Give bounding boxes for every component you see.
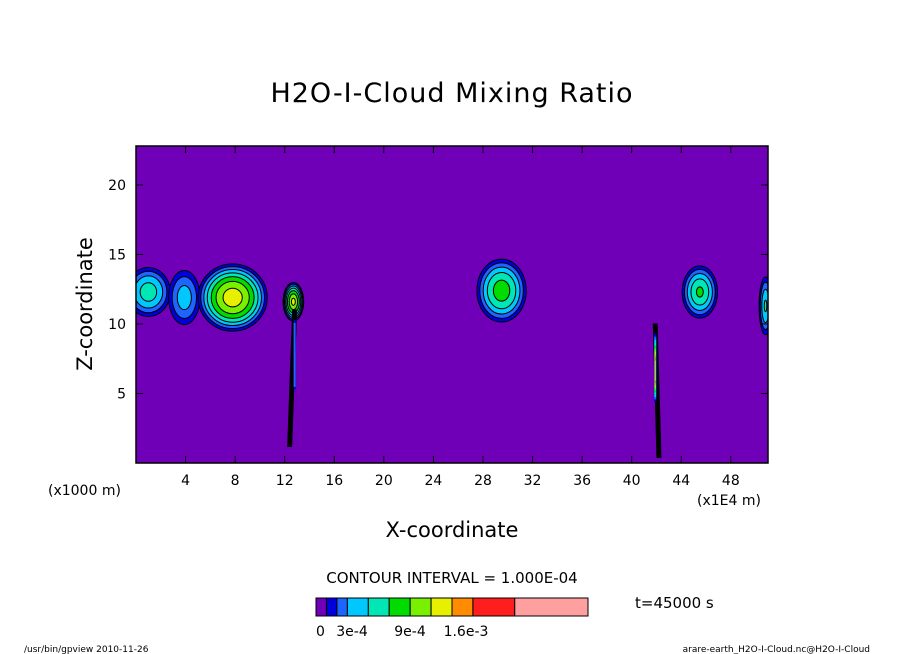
colorbar-swatch-6 [388,597,411,617]
time-label: t=45000 s [635,594,714,612]
contour-level-5 [492,279,511,302]
colorbar-label: 0 [316,624,325,640]
colorbar-swatch-10 [472,597,516,617]
contour-fields [136,258,768,458]
x-tick-label: 48 [722,473,740,489]
colorbar-swatch-8 [430,597,453,617]
ice-column-1 [287,309,298,447]
contour-level-5 [695,286,704,298]
cloud-cell-1 [136,266,171,318]
x-tick-label: 44 [672,473,690,489]
contour-interval-label: CONTOUR INTERVAL = 1.000E-04 [326,569,577,587]
colorbar-swatch-3 [336,597,348,617]
contour-level-3 [176,284,192,311]
colorbar-swatch-1 [315,597,327,617]
cloud-cell-7 [758,276,768,336]
y-tick-label: 10 [108,317,126,333]
colorbar-swatch-11 [514,597,589,617]
y-axis-title: Z-coordinate [73,237,97,371]
y-tick-label: 20 [108,178,126,194]
contour-level-7 [290,297,296,306]
colorbar-swatch-9 [451,597,474,617]
x-tick-label: 28 [474,473,492,489]
colorbar-label: 3e-4 [336,624,368,640]
x-tick-label: 16 [325,473,343,489]
ice-column-2 [652,323,662,458]
colorbar-swatch-2 [325,597,338,617]
colorbar-labels: 0 3e-4 9e-4 1.6e-3 [316,624,488,640]
x-tick-label: 8 [231,473,240,489]
contour-level-4 [139,282,158,302]
colorbar [315,597,589,617]
x-axis-title: X-coordinate [386,518,519,542]
contour-level-4 [763,299,768,313]
contour-level-7 [222,287,243,308]
colorbar-label: 9e-4 [394,624,426,640]
x-tick-label: 24 [424,473,442,489]
x-tick-label: 32 [524,473,542,489]
x-tick-label: 20 [375,473,393,489]
y-tick-label: 5 [117,386,126,402]
plot-frame [135,145,769,464]
x-unit-label: (x1000 m) [48,483,121,499]
colorbar-swatch-4 [346,597,369,617]
column-level-2 [293,322,296,387]
chart-title: H2O-I-Cloud Mixing Ratio [270,78,633,109]
x-scale-label: (x1E4 m) [697,493,761,509]
footer-right: arare-earth_H2O-I-Cloud.nc@H2O-I-Cloud [683,645,870,654]
x-tick-label: 4 [181,473,190,489]
column-level-10 [654,360,656,381]
colorbar-label: 1.6e-3 [444,624,489,640]
colorbar-swatch-5 [367,597,390,617]
footer-left: /usr/bin/gpview 2010-11-26 [24,645,149,654]
colorbar-swatch-7 [409,597,432,617]
cloud-cell-5 [476,258,527,323]
y-tick-label: 15 [108,247,126,263]
cloud-cell-2 [168,270,201,326]
cloud-cell-6 [681,265,719,319]
x-tick-label: 40 [623,473,641,489]
x-tick-label: 36 [573,473,591,489]
x-tick-label: 12 [276,473,294,489]
cloud-cell-3 [197,263,268,332]
plot-area [135,145,769,464]
